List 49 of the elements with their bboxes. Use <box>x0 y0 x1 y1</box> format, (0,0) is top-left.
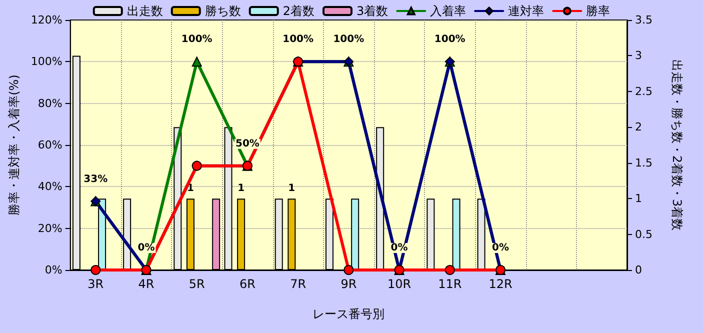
data-label: 0% <box>138 242 155 254</box>
y2-axis-title: 出走数・勝ち数・2着数・3着数 <box>670 59 684 231</box>
legend-label: 勝率 <box>586 4 610 18</box>
y-tick-label: 0% <box>44 264 62 276</box>
x-axis-title: レース番号別 <box>312 307 385 321</box>
y-axis-title: 勝率・連対率・入着率(%) <box>7 74 21 216</box>
data-label: 1 <box>238 183 245 194</box>
legend-label: 2着数 <box>282 4 315 18</box>
y2-tick-label: 2.5 <box>635 84 652 98</box>
x-tick-label: 12R <box>488 277 512 291</box>
x-tick-label: 6R <box>239 277 256 291</box>
legend-label: 勝ち数 <box>204 4 241 18</box>
y-tick-label: 60% <box>38 138 62 152</box>
data-label: 0% <box>390 242 408 254</box>
x-tick-label: 11R <box>438 277 462 291</box>
legend-label: 3着数 <box>356 4 388 18</box>
point <box>444 265 455 275</box>
y2-tick-label: 3.5 <box>635 14 652 26</box>
data-label: 100% <box>434 34 466 46</box>
point <box>90 265 101 275</box>
x-tick-label: 4R <box>138 277 154 291</box>
y2-tick-label: 0.5 <box>635 228 652 241</box>
y2-tick-label: 1 <box>635 192 642 206</box>
x-tick-label: 10R <box>387 277 412 291</box>
point <box>192 56 202 67</box>
y-tick-label: 120% <box>30 14 62 26</box>
y-tick-label: 80% <box>38 96 62 110</box>
y-tick-label: 40% <box>38 180 62 194</box>
data-label: 0% <box>492 242 509 254</box>
legend-label: 出走数 <box>126 4 163 18</box>
x-tick-label: 7R <box>290 277 306 291</box>
y2-tick-label: 2 <box>635 120 642 134</box>
data-label: 1 <box>288 183 296 194</box>
data-label: 100% <box>181 34 212 46</box>
x-tick-label: 9R <box>340 277 357 291</box>
data-label: 100% <box>333 34 364 46</box>
x-tick-label: 5R <box>188 277 205 291</box>
y-tick-label: 100% <box>30 55 62 68</box>
x-tick-label: 3R <box>88 277 104 291</box>
legend-label: 連対率 <box>508 4 544 18</box>
point <box>344 265 354 275</box>
data-label: 100% <box>282 34 314 46</box>
y2-tick-label: 1.5 <box>635 156 652 170</box>
data-label: 33% <box>84 174 108 185</box>
y2-tick-label: 3 <box>635 49 642 62</box>
y-tick-label: 20% <box>38 222 62 235</box>
legend-label: 入着率 <box>430 4 466 18</box>
data-label: 50% <box>235 138 260 150</box>
y2-tick-label: 0 <box>635 264 642 276</box>
